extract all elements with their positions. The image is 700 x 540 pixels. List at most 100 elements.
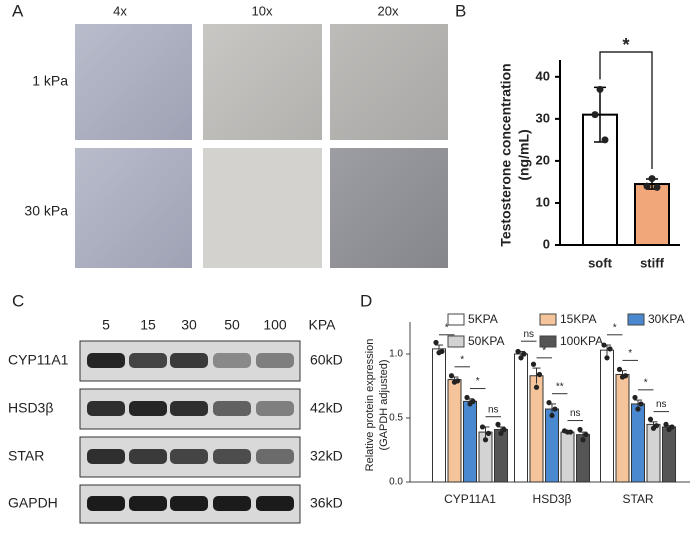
legend-label: 50KPA bbox=[468, 334, 504, 348]
data-point bbox=[451, 379, 458, 385]
data-point bbox=[616, 366, 623, 372]
x-tick-label: stiff bbox=[640, 255, 665, 270]
band bbox=[170, 353, 208, 368]
panel-label: D bbox=[360, 291, 372, 310]
band bbox=[213, 401, 251, 416]
data-point bbox=[501, 426, 507, 433]
bar bbox=[646, 423, 661, 483]
bar bbox=[447, 379, 462, 483]
bar bbox=[615, 373, 630, 483]
band bbox=[87, 353, 125, 368]
micrograph bbox=[75, 24, 192, 140]
column-header: 10x bbox=[252, 3, 273, 18]
lane-label: 5 bbox=[102, 317, 110, 333]
x-tick-label: HSD3β bbox=[533, 492, 572, 506]
legend-swatch bbox=[539, 313, 557, 326]
protein-name: GAPDH bbox=[8, 495, 58, 511]
data-point bbox=[632, 394, 638, 401]
panel-label: A bbox=[12, 1, 24, 20]
bar bbox=[634, 183, 670, 246]
band bbox=[170, 496, 208, 511]
protein-size: 36kD bbox=[310, 495, 343, 511]
band bbox=[87, 449, 125, 464]
data-point bbox=[596, 85, 604, 93]
comparison-label: * bbox=[445, 322, 449, 333]
data-point bbox=[436, 350, 442, 356]
y-tick-label: 20 bbox=[536, 152, 550, 167]
bar bbox=[432, 348, 446, 483]
band bbox=[213, 449, 251, 464]
data-point bbox=[552, 406, 558, 412]
data-point bbox=[495, 421, 501, 427]
legend-label: 5KPA bbox=[468, 312, 498, 326]
data-point bbox=[647, 416, 654, 422]
bar bbox=[600, 349, 614, 483]
micrograph bbox=[330, 24, 448, 140]
data-point bbox=[583, 432, 589, 438]
micrograph bbox=[75, 148, 192, 268]
data-point bbox=[485, 430, 492, 436]
data-point bbox=[549, 412, 555, 419]
band bbox=[213, 496, 251, 511]
band bbox=[256, 449, 294, 464]
data-point bbox=[663, 421, 669, 427]
y-tick-label: 0.5 bbox=[389, 413, 403, 424]
data-point bbox=[580, 437, 586, 443]
data-point bbox=[546, 400, 552, 406]
panel-label: C bbox=[12, 291, 24, 310]
y-tick-label: 10 bbox=[536, 194, 550, 209]
data-point bbox=[521, 351, 527, 357]
protein-size: 60kD bbox=[310, 352, 343, 368]
band bbox=[87, 401, 125, 416]
micrograph bbox=[203, 148, 322, 268]
bar bbox=[514, 353, 528, 483]
data-point bbox=[607, 346, 613, 352]
y-tick-label: 0.0 bbox=[389, 477, 403, 488]
data-point bbox=[518, 355, 524, 361]
lane-label: 15 bbox=[140, 317, 156, 333]
data-point bbox=[533, 384, 540, 390]
band bbox=[213, 353, 251, 368]
data-point bbox=[601, 136, 609, 144]
band bbox=[256, 496, 294, 511]
band bbox=[256, 401, 294, 416]
legend-swatch bbox=[447, 313, 465, 326]
x-tick-label: STAR bbox=[622, 492, 653, 506]
micrograph bbox=[330, 148, 448, 268]
protein-size: 32kD bbox=[310, 448, 343, 464]
comparison-label: ns bbox=[488, 404, 499, 415]
column-header: 20x bbox=[378, 3, 399, 18]
y-axis-title: Testosterone concentration bbox=[498, 63, 514, 246]
x-tick-label: soft bbox=[588, 255, 613, 270]
data-point bbox=[498, 430, 504, 436]
data-point bbox=[464, 394, 470, 401]
data-point bbox=[530, 361, 537, 367]
micrographs bbox=[75, 24, 448, 268]
lane-unit: KPA bbox=[309, 317, 337, 333]
comparison-label: * bbox=[644, 377, 648, 388]
row-label: 1 kPa bbox=[32, 73, 68, 89]
data-point bbox=[638, 401, 644, 407]
comparison-label: ** bbox=[556, 381, 564, 392]
legend-label: 15KPA bbox=[560, 312, 596, 326]
bar bbox=[662, 426, 676, 483]
data-point bbox=[643, 182, 651, 190]
x-tick-label: CYP11A1 bbox=[444, 492, 496, 506]
data-point bbox=[591, 111, 599, 119]
comparison-label: * bbox=[613, 322, 617, 333]
bar bbox=[463, 400, 477, 483]
data-point bbox=[650, 425, 657, 431]
data-point bbox=[448, 373, 455, 379]
data-point bbox=[635, 406, 641, 412]
protein-size: 42kD bbox=[310, 400, 343, 416]
bar bbox=[560, 431, 575, 483]
band bbox=[87, 496, 125, 511]
comparison-label: * bbox=[628, 348, 632, 359]
micrograph bbox=[203, 24, 322, 140]
lane-label: 50 bbox=[224, 317, 240, 333]
bar bbox=[494, 429, 508, 483]
bar bbox=[529, 375, 544, 483]
column-header: 4x bbox=[113, 3, 127, 18]
band bbox=[129, 496, 167, 511]
